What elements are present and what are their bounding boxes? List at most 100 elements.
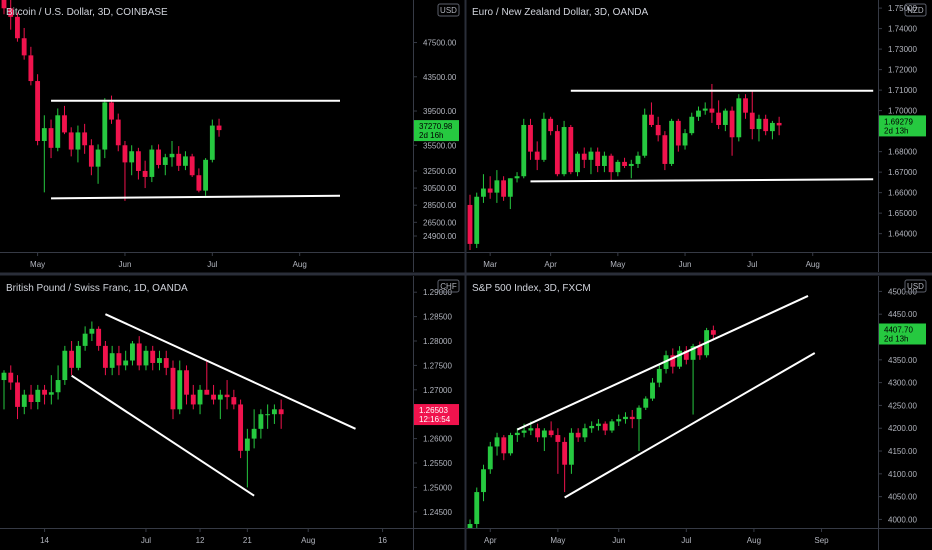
y-tick-label: 35500.00 — [423, 141, 457, 150]
candle-body — [41, 128, 47, 141]
candle-body — [467, 204, 473, 244]
x-tick-label: Jul — [681, 536, 691, 545]
candle — [595, 147, 601, 173]
candle-body — [528, 124, 533, 152]
trend-line — [530, 178, 874, 183]
candle — [35, 74, 41, 146]
candle-body — [596, 423, 601, 426]
candle-body — [162, 157, 168, 165]
candle — [588, 147, 594, 175]
candle — [163, 350, 169, 376]
x-tick-label: May — [550, 536, 565, 545]
candle — [143, 345, 149, 371]
candle-body — [635, 155, 641, 164]
candle-body — [481, 188, 486, 197]
candle — [162, 153, 168, 176]
price-badge-bg — [414, 120, 459, 142]
y-tick-label: 4250.00 — [888, 401, 917, 410]
candle — [575, 151, 580, 177]
candle — [535, 423, 541, 442]
candle — [217, 389, 223, 420]
currency-label: CHF — [440, 282, 457, 291]
candle-body — [554, 131, 560, 175]
candle-body — [729, 110, 735, 138]
candle-body — [251, 428, 257, 439]
candle-body — [642, 114, 648, 156]
currency-box — [437, 279, 460, 293]
y-tick-label: 1.73000 — [888, 45, 917, 54]
candles — [467, 83, 874, 251]
candle-body — [102, 102, 108, 150]
candle-body — [487, 446, 493, 470]
current-price-label: 37270.98 — [419, 122, 453, 131]
candle — [35, 384, 41, 410]
candle — [184, 365, 189, 405]
candle-body — [548, 118, 554, 132]
candle — [209, 119, 215, 163]
chart-title: Bitcoin / U.S. Dollar, 3D, COINBASE — [6, 7, 168, 18]
trend-line — [564, 352, 816, 499]
current-price-label: 1.26503 — [419, 406, 448, 415]
candle-body — [209, 125, 215, 160]
chart-panel-1: 1.75000 1.74000 1.73000 1.72000 1.71000 1.700… — [466, 0, 932, 272]
candle-body — [677, 350, 682, 367]
candle — [129, 145, 135, 176]
candle-body — [88, 145, 94, 167]
candle-body — [184, 370, 189, 395]
candle — [150, 345, 156, 371]
candle-body — [669, 120, 675, 164]
candle-body — [481, 469, 486, 493]
candle — [467, 519, 473, 528]
x-tick-label: Jul — [747, 260, 757, 269]
candle — [609, 419, 615, 433]
candle-body — [683, 350, 689, 360]
candle — [88, 139, 94, 176]
candle-body — [541, 118, 547, 160]
y-tick-label: 1.28000 — [423, 337, 452, 346]
candle-body — [258, 414, 264, 429]
candle-body — [722, 110, 728, 125]
candle-body — [196, 175, 202, 191]
candle — [670, 348, 676, 374]
candle-body — [623, 416, 628, 420]
candle — [514, 428, 520, 442]
candle-body — [670, 355, 676, 367]
candle — [69, 341, 75, 376]
candle-body — [231, 397, 237, 405]
candle — [156, 144, 161, 169]
price-badge-bg — [879, 115, 926, 137]
price-badge-bg — [879, 323, 926, 345]
candle — [656, 364, 662, 388]
candle-body — [224, 394, 230, 398]
candle — [608, 153, 614, 181]
candle-body — [528, 428, 534, 431]
candle — [123, 350, 129, 371]
chart-title: British Pound / Swiss Franc, 1D, OANDA — [6, 283, 188, 294]
candle-body — [1, 0, 7, 9]
candle — [130, 341, 135, 366]
y-tick-label: 1.66000 — [888, 189, 917, 198]
candle — [1, 370, 7, 410]
candle-body — [48, 128, 54, 148]
candle-body — [28, 394, 34, 402]
candle-body — [595, 151, 601, 166]
x-tick-label: 14 — [40, 536, 49, 545]
candle — [629, 409, 635, 429]
x-tick-label: Aug — [747, 536, 761, 545]
candle-body — [115, 119, 121, 146]
y-tick-label: 39500.00 — [423, 107, 457, 116]
candle-body — [494, 437, 500, 447]
current-price-label: 4407.70 — [884, 325, 913, 334]
candle-body — [710, 330, 716, 335]
candle — [41, 115, 47, 193]
y-tick-label: 43500.00 — [423, 73, 457, 82]
y-tick-label: 26500.00 — [423, 218, 457, 227]
y-tick-label: 1.64000 — [888, 230, 917, 239]
candle-body — [68, 132, 74, 150]
candle-body — [521, 124, 527, 177]
candle — [8, 365, 14, 390]
candle — [157, 350, 162, 371]
candle — [487, 441, 493, 474]
